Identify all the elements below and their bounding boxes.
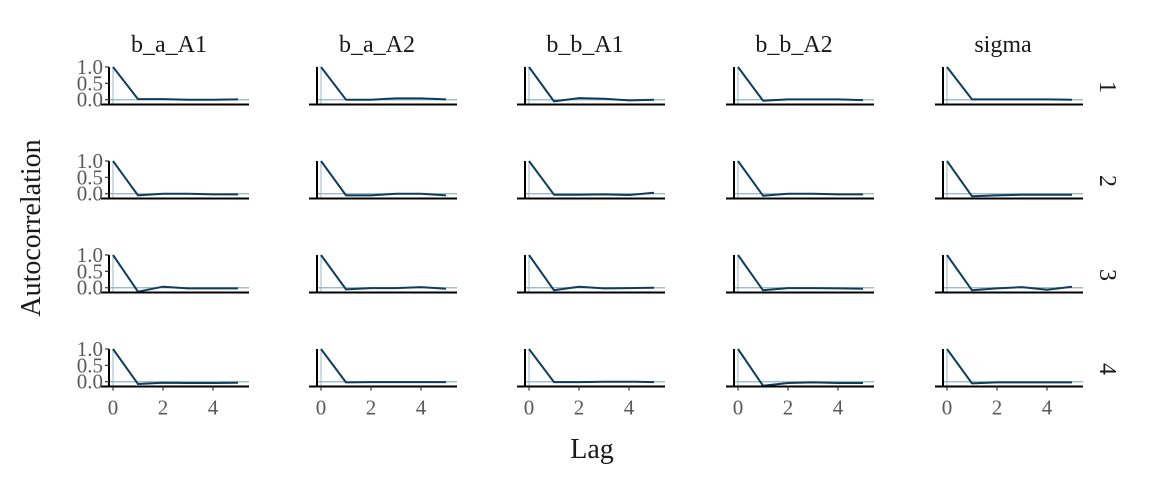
y-tick-label: 0.5 xyxy=(77,353,103,377)
row-strip-label: 3 xyxy=(1094,269,1120,281)
acf-series-line xyxy=(112,348,239,385)
y-tick-label: 0.0 xyxy=(77,370,103,394)
acf-series-line xyxy=(946,348,1072,385)
x-tick-label: 2 xyxy=(992,396,1003,420)
y-tick-label: 0.0 xyxy=(77,276,103,300)
column-strip-title: b_a_A2 xyxy=(339,32,415,58)
acf-series-line xyxy=(946,66,1073,101)
column-strip-title: sigma xyxy=(974,32,1032,58)
row-strip-label: 2 xyxy=(1094,175,1120,187)
facet-panel xyxy=(517,160,665,200)
y-tick-label: 1.0 xyxy=(77,149,103,173)
acf-series-line xyxy=(737,66,864,102)
x-tick-label: 4 xyxy=(1042,396,1053,420)
facet-panel xyxy=(935,66,1083,106)
y-tick-label: 0.5 xyxy=(77,71,103,95)
facet-panel xyxy=(726,160,874,200)
facet-panel xyxy=(517,254,665,294)
acf-series-line xyxy=(737,254,864,292)
x-tick-label: 0 xyxy=(316,396,327,420)
acf-series-line xyxy=(112,254,238,293)
x-axis-title: Lag xyxy=(570,434,614,465)
facet-panel: 0.00.51.0 xyxy=(77,55,249,112)
facet-panel: 0 2 4 xyxy=(309,348,457,420)
acf-series-line xyxy=(528,348,655,384)
column-strips: b_a_A1 b_a_A2 b_b_A1 b_b_A2 sigma xyxy=(131,32,1032,58)
y-tick-label: 1.0 xyxy=(77,243,103,267)
x-tick-label: 0 xyxy=(524,396,535,420)
y-tick-label: 0.5 xyxy=(77,259,103,283)
row-strip-label: 1 xyxy=(1094,81,1120,93)
facet-panel: 0.00.51.0 xyxy=(77,149,249,206)
acf-series-line xyxy=(112,160,238,197)
x-tick-label: 2 xyxy=(783,396,794,420)
facet-panel xyxy=(726,254,874,294)
row-strip-label: 4 xyxy=(1094,363,1120,375)
facet-panel xyxy=(309,66,457,106)
x-tick-label: 4 xyxy=(416,396,427,420)
y-tick-label: 0.0 xyxy=(77,88,103,112)
facet-panel: 0.00.51.0 0 2 4 xyxy=(77,337,249,420)
x-tick-label: 4 xyxy=(833,396,844,420)
facet-panel xyxy=(517,66,665,106)
acf-series-line xyxy=(737,160,863,197)
acf-series-line xyxy=(320,348,446,384)
facet-panel: 0.00.51.0 xyxy=(77,243,249,300)
acf-series-line xyxy=(528,160,655,196)
x-tick-label: 4 xyxy=(624,396,635,420)
facet-panel xyxy=(309,160,457,200)
x-tick-label: 2 xyxy=(574,396,585,420)
acf-series-line xyxy=(320,66,447,101)
facet-panel xyxy=(726,66,874,106)
y-tick-label: 0.5 xyxy=(77,165,103,189)
acf-series-line xyxy=(112,66,239,101)
y-tick-label: 1.0 xyxy=(77,337,103,361)
acf-series-line xyxy=(528,254,655,292)
x-tick-label: 4 xyxy=(208,396,219,420)
facet-panel xyxy=(935,254,1083,294)
column-strip-title: b_b_A1 xyxy=(546,32,623,58)
acf-series-line xyxy=(737,348,863,387)
acf-series-line xyxy=(946,160,1072,198)
column-strip-title: b_a_A1 xyxy=(131,32,207,58)
facet-panel: 0 2 4 xyxy=(726,348,874,420)
facet-panel: 0 2 4 xyxy=(517,348,665,420)
x-tick-label: 2 xyxy=(366,396,377,420)
acf-series-line xyxy=(946,254,1073,292)
x-tick-label: 2 xyxy=(158,396,169,420)
x-tick-label: 0 xyxy=(108,396,119,420)
facet-panel: 0 2 4 xyxy=(935,348,1083,420)
x-tick-label: 0 xyxy=(733,396,744,420)
acf-series-line xyxy=(528,66,655,103)
facet-panel xyxy=(935,160,1083,200)
column-strip-title: b_b_A2 xyxy=(755,32,832,58)
y-axis-title: Autocorrelation xyxy=(16,139,47,316)
x-tick-label: 0 xyxy=(942,396,953,420)
acf-series-line xyxy=(320,160,447,197)
y-tick-label: 1.0 xyxy=(77,55,103,79)
facet-panels: 0.00.51.00.00.51.00.00.51.00.00.51.00 2 4 0… xyxy=(77,55,1083,420)
y-tick-label: 0.0 xyxy=(77,182,103,206)
row-strips: 1 2 3 4 xyxy=(1094,81,1120,375)
acf-series-line xyxy=(320,254,447,291)
facet-panel xyxy=(309,254,457,294)
